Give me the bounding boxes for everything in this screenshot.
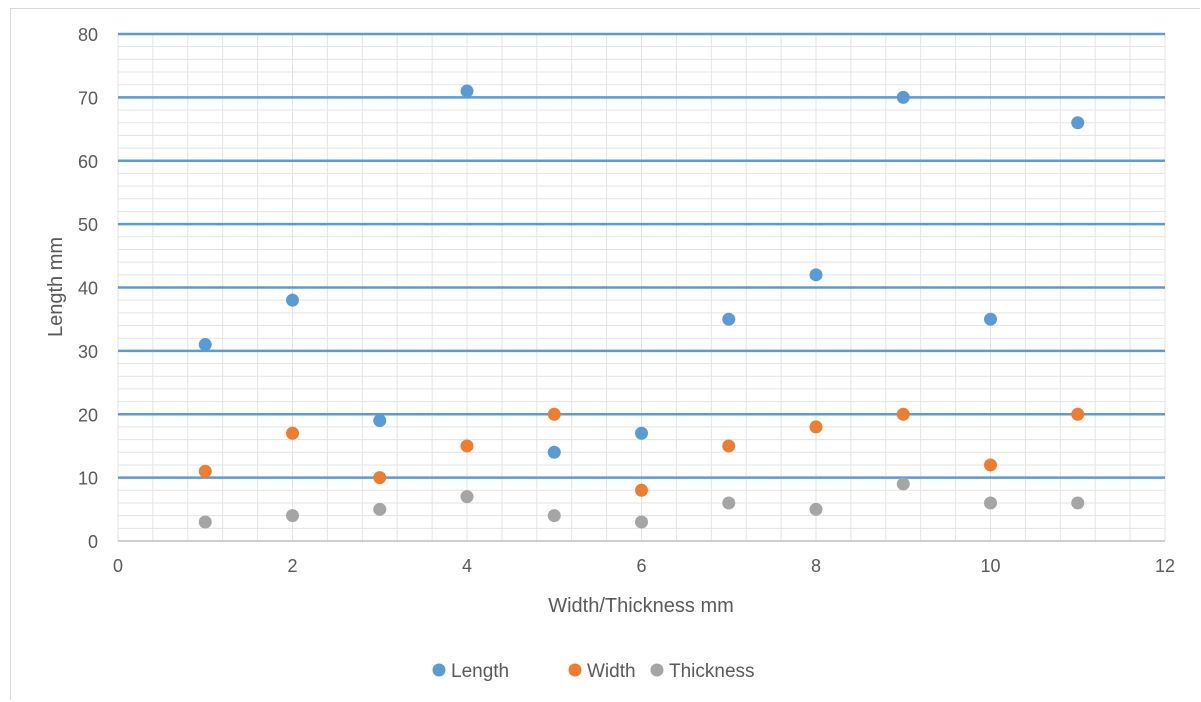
- data-point-width: [635, 484, 648, 497]
- y-tick-label: 50: [78, 215, 98, 235]
- data-point-thickness: [1071, 496, 1084, 509]
- data-point-thickness: [810, 503, 823, 516]
- legend-label-width: Width: [587, 661, 636, 682]
- data-point-length: [199, 338, 212, 351]
- data-point-length: [286, 294, 299, 307]
- y-tick-label: 40: [78, 279, 98, 299]
- data-point-width: [897, 408, 910, 421]
- y-tick-label: 70: [78, 88, 98, 108]
- x-tick-label: 0: [113, 556, 123, 576]
- data-point-thickness: [373, 503, 386, 516]
- data-point-width: [722, 439, 735, 452]
- data-point-width: [199, 465, 212, 478]
- x-tick-label: 6: [636, 556, 646, 576]
- data-point-length: [984, 313, 997, 326]
- data-point-thickness: [286, 509, 299, 522]
- data-point-length: [897, 91, 910, 104]
- legend-marker-width: [569, 664, 582, 677]
- data-point-length: [461, 85, 474, 98]
- data-point-length: [635, 427, 648, 440]
- data-point-thickness: [461, 490, 474, 503]
- data-point-width: [286, 427, 299, 440]
- data-point-length: [722, 313, 735, 326]
- data-point-width: [810, 420, 823, 433]
- data-point-width: [373, 471, 386, 484]
- data-point-length: [373, 414, 386, 427]
- legend-marker-thickness: [651, 664, 664, 677]
- x-tick-label: 4: [462, 556, 472, 576]
- data-point-thickness: [199, 515, 212, 528]
- data-point-length: [810, 268, 823, 281]
- y-tick-label: 10: [78, 469, 98, 489]
- data-point-length: [1071, 116, 1084, 129]
- x-tick-label: 10: [980, 556, 1000, 576]
- data-point-width: [984, 458, 997, 471]
- y-tick-label: 60: [78, 152, 98, 172]
- x-tick-label: 12: [1155, 556, 1175, 576]
- y-tick-label: 80: [78, 25, 98, 45]
- legend-marker-length: [433, 664, 446, 677]
- data-point-thickness: [635, 515, 648, 528]
- data-point-length: [548, 446, 561, 459]
- y-tick-label: 0: [88, 532, 98, 552]
- data-point-width: [461, 439, 474, 452]
- data-point-width: [1071, 408, 1084, 421]
- legend-label-length: Length: [451, 661, 509, 682]
- legend-label-thickness: Thickness: [669, 661, 755, 682]
- y-axis-title: Length mm: [45, 237, 67, 337]
- data-point-thickness: [897, 477, 910, 490]
- data-point-thickness: [722, 496, 735, 509]
- y-tick-label: 20: [78, 405, 98, 425]
- x-axis-title: Width/Thickness mm: [548, 595, 734, 617]
- y-tick-label: 30: [78, 342, 98, 362]
- x-tick-label: 8: [811, 556, 821, 576]
- legend: Length Width Thickness: [433, 661, 755, 682]
- data-point-width: [548, 408, 561, 421]
- grid-layer: [118, 34, 1165, 541]
- x-tick-label: 2: [287, 556, 297, 576]
- data-point-thickness: [984, 496, 997, 509]
- data-point-thickness: [548, 509, 561, 522]
